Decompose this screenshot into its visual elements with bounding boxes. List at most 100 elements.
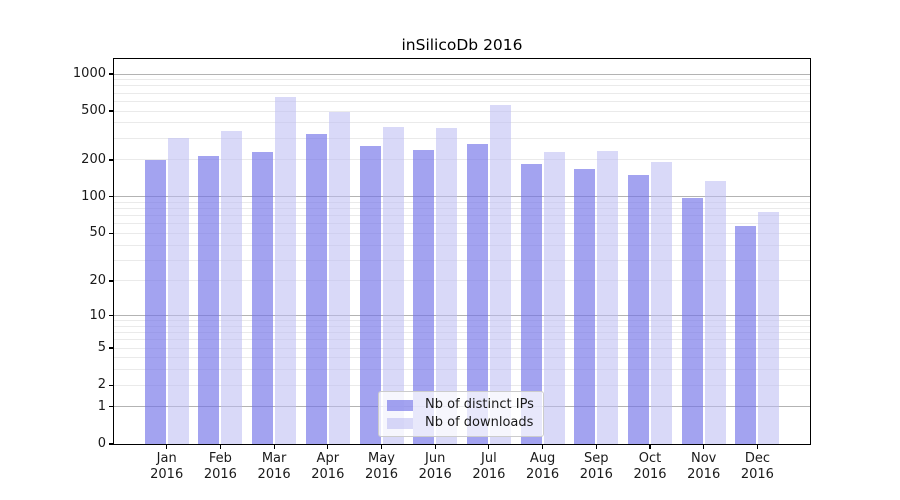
y-tick-mark [109,443,114,445]
y-tick-mark [109,384,114,386]
x-tick-mark [595,444,597,449]
legend-label: Nb of distinct IPs [425,397,534,412]
y-tick-mark [109,406,114,408]
y-tick-label: 2 [97,377,106,393]
bar-downloads [597,150,619,444]
y-tick-label: 500 [81,103,106,119]
legend-label: Nb of downloads [425,415,534,430]
y-tick-mark [109,232,114,235]
x-tick-label: Aug 2016 [526,451,560,482]
gridline-minor [114,232,810,234]
x-tick-label: Sep 2016 [579,451,613,482]
gridline-minor [114,244,810,246]
y-tick-label: 20 [89,272,106,288]
y-tick-label: 5 [97,340,106,356]
gridline-minor [114,137,810,139]
gridline-minor [114,122,810,124]
bar-downloads [275,96,297,444]
bar-downloads [489,105,511,444]
x-tick-label: Nov 2016 [687,451,721,482]
gridline-minor [114,332,810,334]
y-tick-label: 1000 [72,66,106,81]
x-tick-label: Jan 2016 [150,451,184,482]
x-tick-mark [488,444,490,449]
bar-downloads [328,111,350,444]
x-tick-label: Oct 2016 [633,451,667,482]
bar-distinct-ips [144,159,166,444]
bar-downloads [651,161,672,444]
gridline-minor [114,159,810,161]
gridline-minor [114,223,810,225]
x-tick-mark [273,444,275,449]
y-tick-mark [109,347,114,349]
y-tick-label: 50 [89,225,106,241]
x-tick-mark [166,444,168,449]
gridline-minor [114,357,810,359]
y-tick-mark [109,314,114,317]
x-tick-mark [380,444,383,449]
x-tick-mark [219,444,221,449]
gridline-major [114,196,810,198]
y-tick-mark [109,159,114,161]
gridline-minor [114,325,810,327]
y-tick-label: 100 [81,188,106,204]
x-tick-label: Feb 2016 [203,451,237,482]
legend-swatch-downloads [387,417,413,429]
gridline-minor [114,92,810,94]
x-tick-label: Jun 2016 [418,451,452,482]
bar-distinct-ips [628,175,649,444]
bar-distinct-ips [198,155,220,444]
gridline-minor [114,280,810,282]
bar-distinct-ips [413,149,435,444]
bar-downloads [543,152,565,444]
x-tick-label: May 2016 [364,451,399,482]
x-tick-label: Jul 2016 [472,451,506,482]
gridline-minor [114,369,810,371]
x-tick-mark [703,444,705,449]
bar-distinct-ips [252,151,274,444]
gridline-minor [114,339,810,341]
bar-distinct-ips [574,168,596,444]
bar-distinct-ips [735,225,757,444]
bar-distinct-ips [681,198,703,444]
gridline-minor [114,100,810,102]
x-tick-label: Mar 2016 [257,451,291,482]
gridline-minor [114,347,810,349]
y-tick-mark [109,196,114,198]
x-tick-label: Dec 2016 [740,451,774,482]
y-tick-label: 1 [97,398,106,414]
x-tick-mark [434,444,436,449]
gridline-minor [114,85,810,87]
bar-downloads [167,137,189,444]
gridline-minor [114,79,810,81]
bar-distinct-ips [520,163,542,444]
gridline-minor [114,201,810,203]
bar-distinct-ips [359,145,381,444]
y-tick-mark [109,280,114,282]
gridline-minor [114,215,810,217]
legend-item-distinct-ips: Nb of distinct IPs [387,397,535,413]
bar-downloads [382,127,404,444]
bar-downloads [704,180,726,444]
gridline-minor [114,384,810,386]
gridline-major [114,315,810,317]
y-tick-label: 10 [89,307,106,323]
bar-downloads [436,127,458,444]
bar-distinct-ips [305,133,327,444]
bar-downloads [221,130,243,444]
x-tick-mark [327,444,329,449]
y-tick-mark [109,73,114,75]
gridline-minor [114,320,810,322]
bar-distinct-ips [466,144,488,444]
gridline-minor [114,110,810,112]
y-tick-mark [109,110,114,112]
legend: Nb of distinct IPs Nb of downloads [378,391,544,437]
gridline-minor [114,259,810,261]
legend-item-downloads: Nb of downloads [387,415,535,431]
y-tick-label: 0 [97,436,106,451]
bar-downloads [758,212,780,444]
y-tick-label: 200 [81,151,106,167]
chart-title: inSilicoDb 2016 [401,36,523,54]
gridline-minor [114,208,810,210]
